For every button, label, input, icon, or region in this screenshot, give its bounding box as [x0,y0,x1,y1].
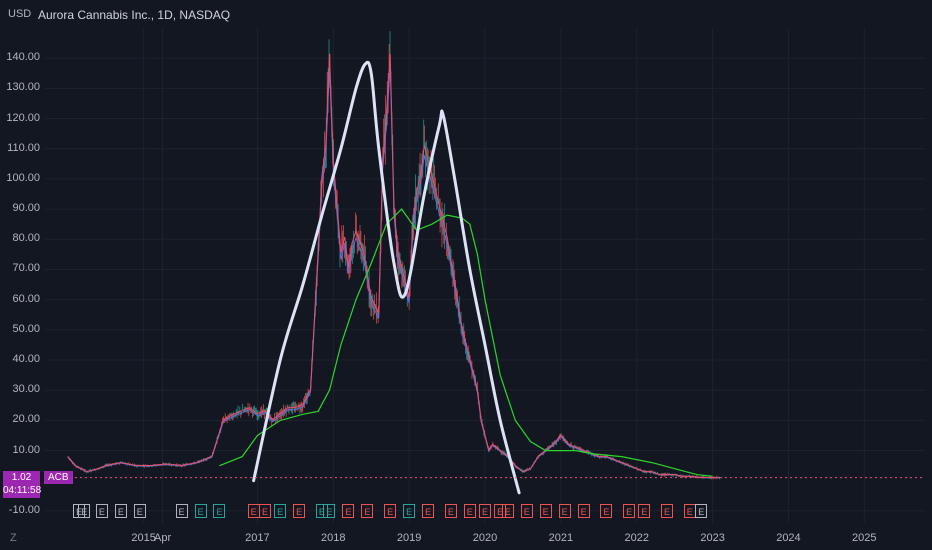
earnings-marker[interactable]: E [494,504,507,518]
x-tick-label: 2019 [396,532,422,544]
earnings-marker[interactable]: E [114,504,127,518]
earnings-marker[interactable]: E [501,504,514,518]
earnings-marker[interactable]: E [422,504,435,518]
y-tick-label: 60.00 [12,292,40,305]
earnings-marker[interactable]: E [315,504,328,518]
bar-countdown: 04:11:58 [3,485,42,496]
y-tick-label: 70.00 [12,262,40,275]
earnings-marker[interactable]: E [194,504,207,518]
projection-drawing [252,60,521,495]
earnings-marker[interactable]: E [213,504,226,518]
earnings-marker[interactable]: E [247,504,260,518]
last-price-tag: 1.02 04:11:58 [3,471,42,498]
y-tick-label: 20.00 [12,413,40,426]
earnings-marker[interactable]: E [274,504,287,518]
earnings-marker[interactable]: E [683,504,696,518]
earnings-marker[interactable]: E [638,504,651,518]
x-tick-label: Apr [154,532,172,544]
ticker-tag: ACB [44,471,73,484]
y-tick-label: 120.00 [6,111,40,124]
y-tick-label: 10.00 [12,443,40,456]
y-tick-label: 30.00 [12,383,40,396]
y-tick-label: 110.00 [7,141,40,154]
earnings-marker[interactable]: E [444,504,457,518]
x-tick-label: 2024 [776,532,801,544]
earnings-marker[interactable]: E [95,504,108,518]
earnings-marker[interactable]: E [175,504,188,518]
y-tick-label: 90.00 [12,202,40,215]
earnings-marker[interactable]: E [558,504,571,518]
earnings-marker[interactable]: E [463,504,476,518]
earnings-marker[interactable]: E [293,504,306,518]
y-tick-label: -10.00 [8,503,40,516]
earnings-marker[interactable]: E [384,504,397,518]
ma-long-green [219,208,713,477]
earnings-marker[interactable]: E [323,504,336,518]
y-tick-label: 100.00 [6,171,40,184]
y-tick-label: 50.00 [12,322,40,335]
earnings-marker[interactable]: E [577,504,590,518]
x-tick-label: 2020 [472,532,498,544]
earnings-marker[interactable]: E [78,504,91,518]
earnings-marker[interactable]: E [403,504,416,518]
x-tick-label: 2018 [321,532,346,544]
last-price: 1.02 [11,472,32,483]
ma-short-blue [67,66,721,479]
currency-label: USD [8,8,32,20]
chart-title: Aurora Cannabis Inc., 1D, NASDAQ [38,8,231,22]
earnings-marker[interactable]: E [539,504,552,518]
earnings-marker[interactable]: E [623,504,636,518]
ma-short-red [67,53,721,479]
y-tick-label: 40.00 [12,353,40,365]
earnings-marker[interactable]: E [133,504,146,518]
x-tick-label: 2022 [624,532,649,544]
earnings-marker[interactable]: E [661,504,674,518]
earnings-marker[interactable]: E [342,504,355,518]
x-tick-label: 2015 [131,532,156,544]
x-tick-label: 2021 [548,532,574,544]
y-tick-label: 140.00 [6,51,40,64]
y-tick-label: 80.00 [12,232,40,245]
y-tick-label: 130.00 [6,81,40,94]
earnings-marker[interactable]: E [479,504,491,518]
x-tick-label: 2023 [700,532,725,544]
earnings-marker[interactable]: E [520,504,533,518]
x-tick-label: 2025 [852,532,877,544]
earnings-marker[interactable]: E [600,504,613,518]
x-tick-label: 2017 [245,532,270,544]
earnings-marker[interactable]: E [259,504,271,518]
earnings-marker[interactable]: E [695,504,708,518]
watermark-logo: Z [10,532,17,544]
earnings-marker[interactable]: E [361,504,374,518]
